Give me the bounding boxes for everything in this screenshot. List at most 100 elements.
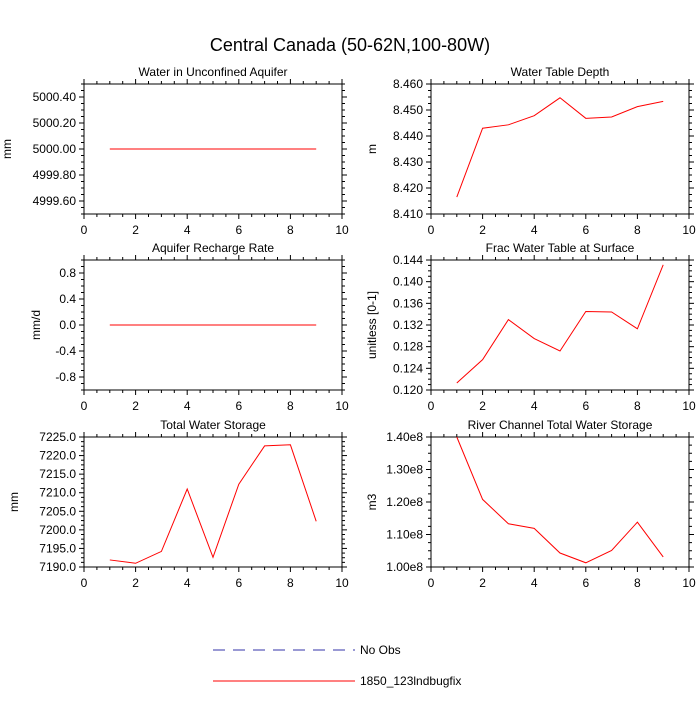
x-tick-label: 0: [428, 399, 435, 413]
y-tick-label: 5000.00: [33, 142, 77, 156]
y-axis-label: mm: [0, 139, 14, 159]
x-tick-label: 10: [682, 223, 696, 237]
x-tick-label: 0: [428, 223, 435, 237]
x-tick-label: 0: [428, 576, 435, 590]
x-tick-label: 4: [531, 223, 538, 237]
panel-title: Water Table Depth: [511, 65, 610, 79]
y-tick-label: 1.10e8: [386, 528, 423, 542]
y-tick-label: 4999.60: [33, 194, 77, 208]
x-tick-label: 4: [531, 399, 538, 413]
plot-frame: [431, 437, 689, 567]
x-tick-label: 8: [287, 399, 294, 413]
x-tick-label: 2: [132, 223, 139, 237]
panel-title: Frac Water Table at Surface: [486, 241, 635, 255]
y-tick-label: 5000.20: [33, 116, 77, 130]
y-tick-label: 7190.0: [39, 560, 76, 574]
x-tick-label: 2: [479, 399, 486, 413]
y-tick-label: 4999.80: [33, 168, 77, 182]
y-tick-label: 7220.0: [39, 449, 76, 463]
x-tick-label: 8: [634, 223, 641, 237]
y-tick-label: 7200.0: [39, 523, 76, 537]
x-tick-label: 0: [81, 576, 88, 590]
y-tick-label: 7210.0: [39, 486, 76, 500]
y-tick-label: 0.140: [393, 275, 423, 289]
x-tick-label: 8: [634, 576, 641, 590]
y-tick-label: 7215.0: [39, 467, 76, 481]
x-tick-label: 2: [479, 223, 486, 237]
x-tick-label: 6: [582, 223, 589, 237]
x-tick-label: 6: [235, 576, 242, 590]
y-tick-label: 0.128: [393, 340, 423, 354]
x-tick-label: 6: [582, 576, 589, 590]
y-tick-label: 1.40e8: [386, 430, 423, 444]
x-tick-label: 6: [235, 399, 242, 413]
y-tick-label: 8.440: [393, 129, 423, 143]
series-line-1: [457, 265, 663, 383]
y-axis-label: mm/d: [29, 310, 43, 340]
x-tick-label: 10: [682, 399, 696, 413]
y-tick-label: 0.0: [59, 318, 76, 332]
x-tick-label: 8: [287, 223, 294, 237]
y-tick-label: 0.144: [393, 253, 423, 267]
panel-title: Water in Unconfined Aquifer: [139, 65, 288, 79]
y-tick-label: 0.4: [59, 292, 76, 306]
y-axis-label: m: [365, 144, 379, 154]
panel-title: Total Water Storage: [160, 418, 266, 432]
y-tick-label: 8.410: [393, 207, 423, 221]
legend-label-1: No Obs: [360, 643, 401, 657]
y-tick-label: 0.136: [393, 296, 423, 310]
y-tick-label: 7195.0: [39, 541, 76, 555]
x-tick-label: 10: [335, 399, 349, 413]
x-tick-label: 4: [184, 399, 191, 413]
y-tick-label: 1.20e8: [386, 495, 423, 509]
chart-panel-5: Total Water Storage 0 2 4 6 8 10 7190.0 7195.0 72…: [7, 418, 349, 590]
y-tick-label: 8.450: [393, 103, 423, 117]
y-axis-label: mm: [7, 492, 21, 512]
plot-frame: [431, 260, 689, 390]
y-tick-label: -0.4: [55, 344, 76, 358]
y-tick-label: 0.120: [393, 383, 423, 397]
x-tick-label: 4: [184, 223, 191, 237]
x-tick-label: 6: [235, 223, 242, 237]
panel-title: River Channel Total Water Storage: [468, 418, 653, 432]
y-axis-label: unitless [0-1]: [365, 291, 379, 359]
x-tick-label: 0: [81, 223, 88, 237]
y-axis-label: m3: [365, 493, 379, 510]
series-line-1: [457, 437, 663, 563]
y-tick-label: 5000.40: [33, 90, 77, 104]
x-tick-label: 2: [132, 576, 139, 590]
x-tick-label: 4: [184, 576, 191, 590]
plot-frame: [431, 84, 689, 214]
x-tick-label: 0: [81, 399, 88, 413]
figure-title: Central Canada (50-62N,100-80W): [210, 35, 490, 55]
y-tick-label: 8.430: [393, 155, 423, 169]
legend-label-2: 1850_123lndbugfix: [360, 674, 461, 688]
series-line-1: [457, 98, 663, 197]
y-tick-label: 0.124: [393, 361, 423, 375]
x-tick-label: 10: [335, 576, 349, 590]
legend: No Obs 1850_123lndbugfix: [213, 643, 461, 688]
y-tick-label: 0.8: [59, 266, 76, 280]
x-tick-label: 8: [287, 576, 294, 590]
plot-frame: [84, 437, 342, 567]
series-line-1: [110, 445, 316, 563]
x-tick-label: 6: [582, 399, 589, 413]
y-tick-label: 8.460: [393, 77, 423, 91]
y-tick-label: 0.132: [393, 318, 423, 332]
panel-title: Aquifer Recharge Rate: [152, 241, 274, 255]
y-tick-label: 1.30e8: [386, 463, 423, 477]
x-tick-label: 10: [682, 576, 696, 590]
y-tick-label: 1.00e8: [386, 560, 423, 574]
x-tick-label: 2: [132, 399, 139, 413]
x-tick-label: 2: [479, 576, 486, 590]
y-tick-label: -0.8: [55, 370, 76, 384]
chart-panel-6: River Channel Total Water Storage 0 2 4 6 8 10…: [365, 418, 696, 590]
x-tick-label: 4: [531, 576, 538, 590]
y-tick-label: 7225.0: [39, 430, 76, 444]
y-tick-label: 7205.0: [39, 504, 76, 518]
